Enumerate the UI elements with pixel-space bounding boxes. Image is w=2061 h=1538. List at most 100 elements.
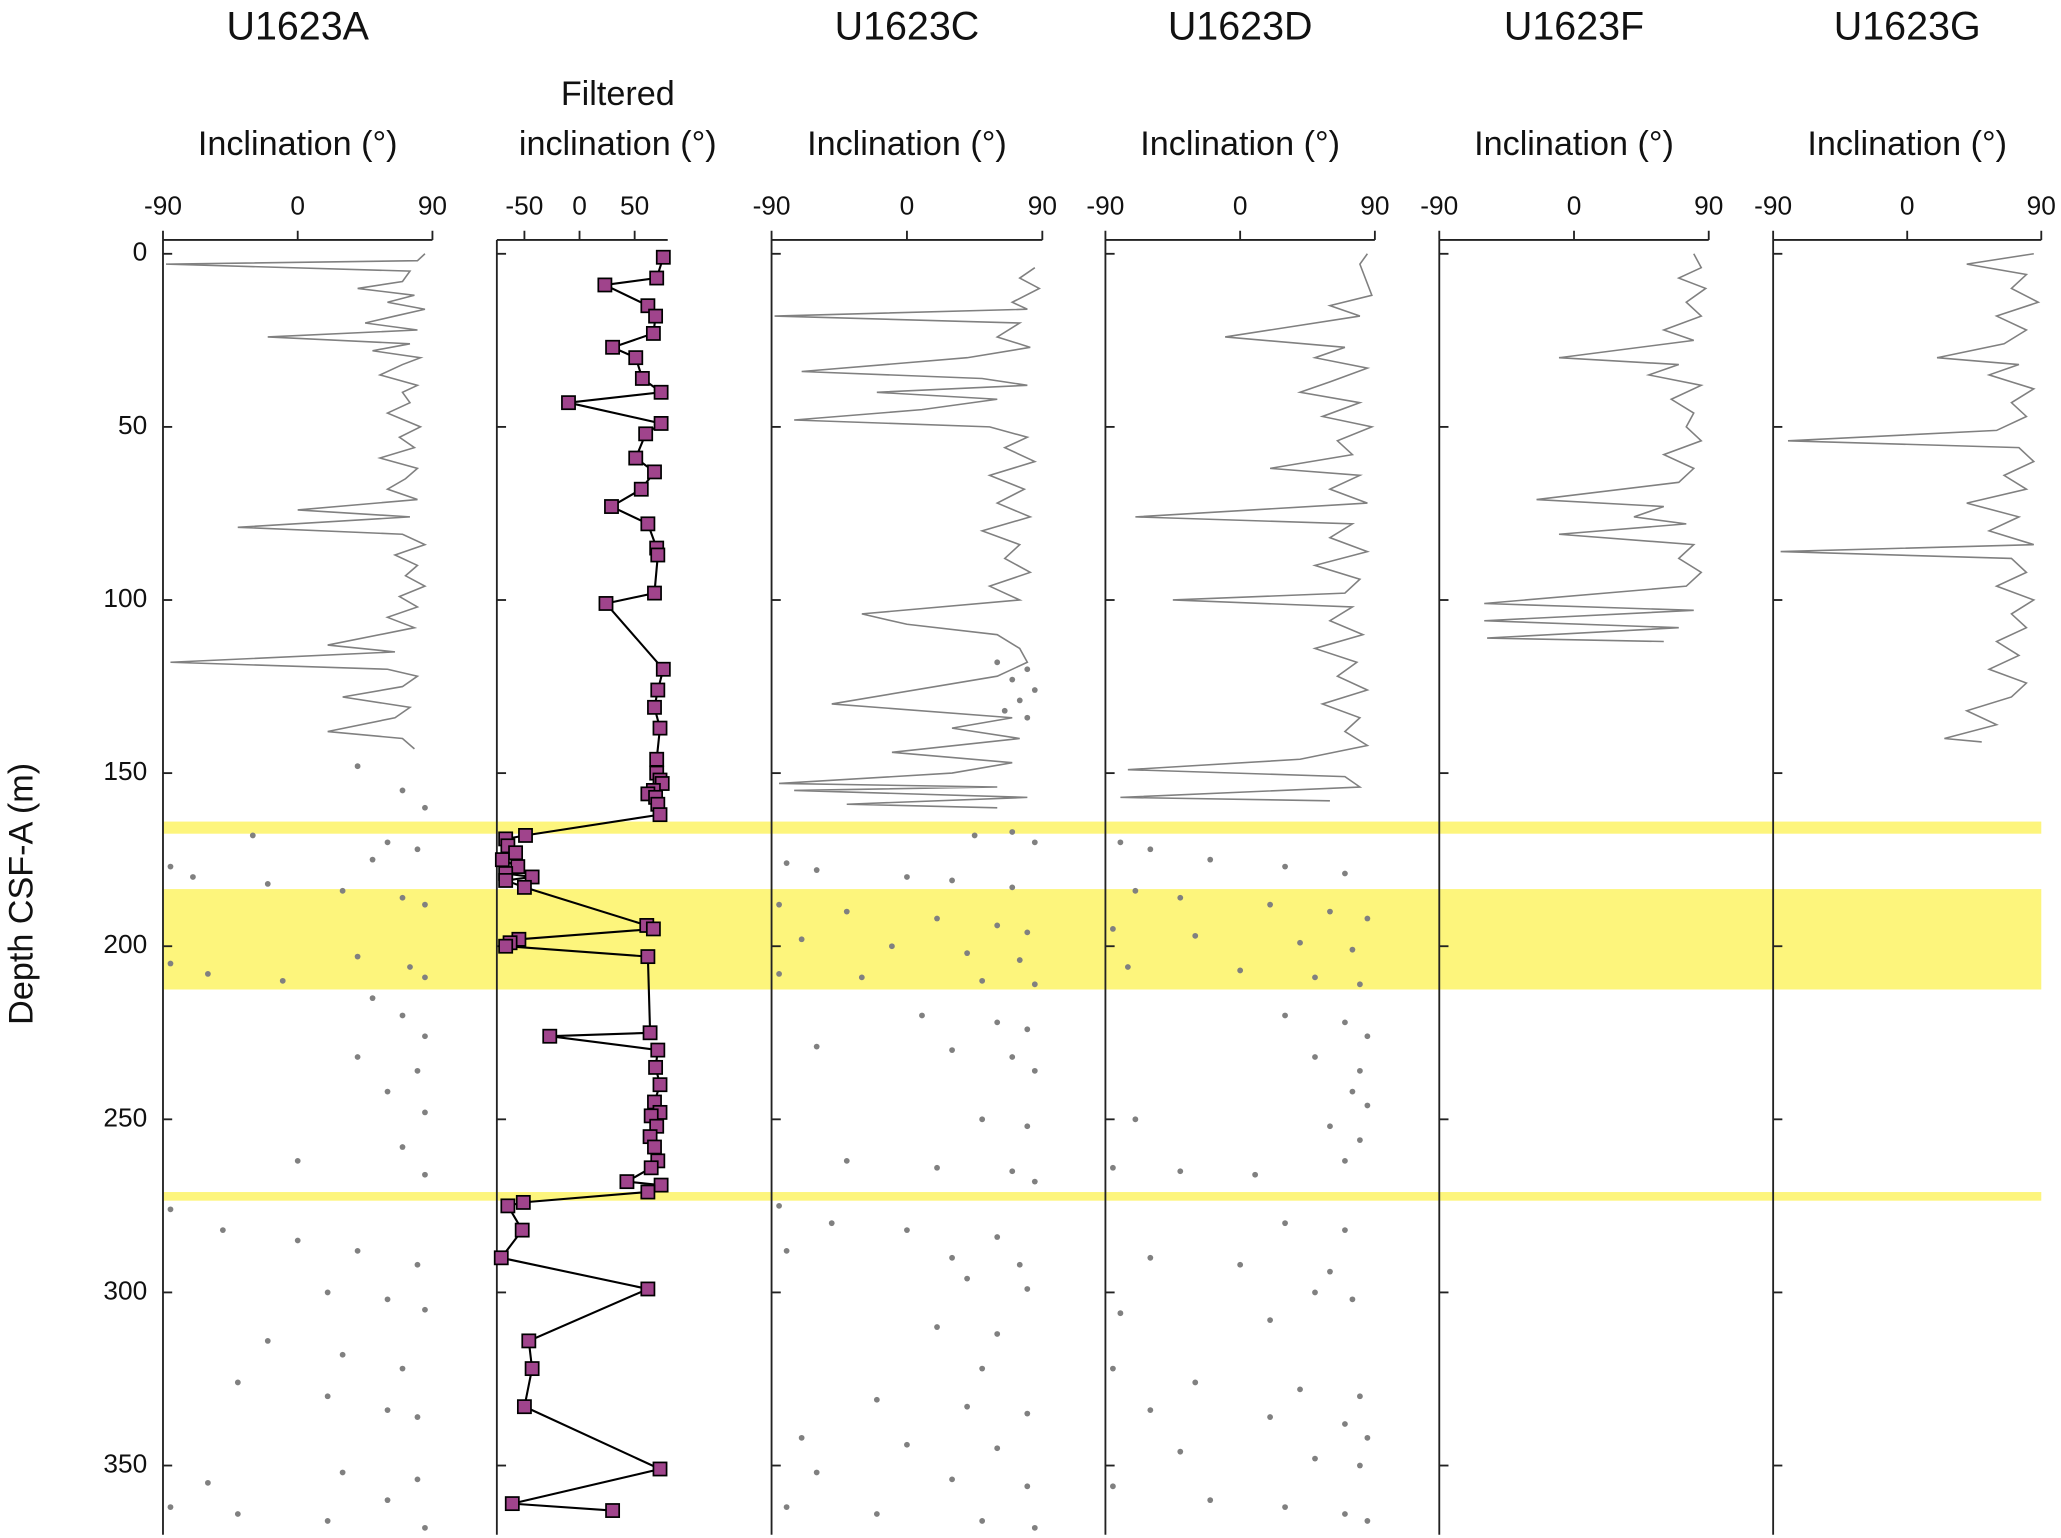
scatter-point (1312, 1289, 1318, 1296)
panel-title: U1623C (835, 4, 980, 48)
scatter-point (384, 1497, 391, 1504)
scatter-point (399, 787, 406, 794)
marker (498, 873, 514, 888)
scatter-point (1024, 714, 1031, 721)
scatter-point (904, 874, 910, 880)
x-tick-label: 0 (572, 191, 587, 221)
scatter-point (1009, 676, 1016, 683)
scatter-point (919, 1012, 925, 1019)
scatter-point (1364, 1033, 1371, 1040)
marker (500, 1198, 516, 1214)
scatter-point (1009, 884, 1016, 891)
marker (638, 426, 654, 442)
scatter-point (949, 877, 955, 884)
scatter-point (1342, 1421, 1348, 1427)
marker (652, 1077, 668, 1093)
marker (649, 751, 665, 767)
scatter-point (167, 960, 174, 967)
marker (655, 661, 671, 677)
scatter-point (339, 1469, 346, 1476)
scatter-point (964, 1275, 971, 1282)
scatter-point (249, 832, 256, 839)
scatter-point (422, 901, 428, 908)
scatter-point (783, 1504, 790, 1510)
scatter-point (1282, 1012, 1288, 1019)
scatter-point (798, 936, 805, 943)
scatter-point (776, 901, 782, 908)
scatter-point (422, 1109, 428, 1116)
marker (515, 1194, 531, 1210)
x-tick-label: -90 (1086, 191, 1124, 221)
scatter-point (1016, 957, 1023, 963)
x-tick-label: -90 (1754, 191, 1792, 221)
scatter-point (384, 1296, 391, 1303)
scatter-point (994, 1331, 1001, 1337)
x-axis-label: Filtered (561, 75, 675, 113)
scatter-point (264, 881, 271, 887)
y-tick-label: 300 (103, 1275, 147, 1305)
marker (518, 828, 533, 843)
scatter-point (1147, 846, 1154, 853)
scatter-point (407, 964, 413, 970)
scatter-point (1117, 1310, 1124, 1317)
x-axis-label: Inclination (°) (1807, 125, 2007, 163)
marker (604, 499, 619, 514)
marker (655, 249, 671, 265)
scatter-point (1252, 1171, 1259, 1178)
scatter-point (1024, 1026, 1031, 1033)
scatter-point (1024, 1410, 1031, 1417)
scatter-point (1267, 1414, 1273, 1420)
scatter-point (294, 1157, 301, 1164)
scatter-point (964, 950, 971, 957)
scatter-point (1110, 1164, 1116, 1171)
marker (634, 371, 650, 386)
scatter-point (1110, 1365, 1116, 1372)
scatter-point (414, 1476, 421, 1483)
x-tick-label: 0 (1233, 191, 1248, 221)
scatter-point (979, 1365, 986, 1372)
scatter-point (979, 1518, 986, 1524)
marker (652, 1461, 668, 1477)
scatter-point (1364, 915, 1371, 922)
panel: U1623A Inclination (°) -90 0 90 0 50 100 150 200 2… (103, 4, 447, 1535)
x-tick-label: -50 (505, 191, 543, 221)
scatter-point (934, 1324, 940, 1330)
scatter-point (1009, 1168, 1016, 1175)
marker (648, 1059, 664, 1075)
marker (645, 921, 661, 937)
scatter-point (1009, 1054, 1016, 1060)
scatter-point (1327, 1268, 1333, 1275)
scatter-point (1297, 939, 1303, 946)
scatter-point (813, 867, 820, 873)
y-axis-label: Depth CSF-A (m) (3, 763, 41, 1025)
marker (650, 547, 666, 563)
x-tick-label: 0 (1900, 191, 1915, 221)
trace-line (165, 253, 428, 750)
x-tick-label: 0 (900, 191, 915, 221)
scatter-point (1024, 1123, 1031, 1130)
panel-title: U1623G (1834, 4, 1981, 48)
scatter-point (324, 1289, 331, 1296)
marker (514, 1222, 530, 1238)
scatter-point (843, 1157, 850, 1164)
marker (645, 325, 661, 341)
highlight-band (162, 1192, 2042, 1201)
scatter-point (1357, 1067, 1363, 1074)
scatter-point (205, 971, 211, 977)
scatter-point (1357, 1462, 1363, 1469)
scatter-point (1024, 1286, 1031, 1292)
panel-title: U1623D (1168, 4, 1313, 48)
scatter-point (994, 1019, 1001, 1026)
scatter-point (1349, 1296, 1356, 1303)
scatter-point (264, 1338, 271, 1344)
y-tick-label: 150 (103, 756, 147, 786)
scatter-point (949, 1254, 955, 1261)
scatter-point (324, 1518, 331, 1524)
scatter-point (813, 1469, 820, 1476)
marker (652, 807, 668, 823)
marker (516, 1399, 532, 1415)
scatter-point (234, 1379, 241, 1386)
marker (628, 350, 644, 366)
highlight-band (162, 889, 2042, 990)
